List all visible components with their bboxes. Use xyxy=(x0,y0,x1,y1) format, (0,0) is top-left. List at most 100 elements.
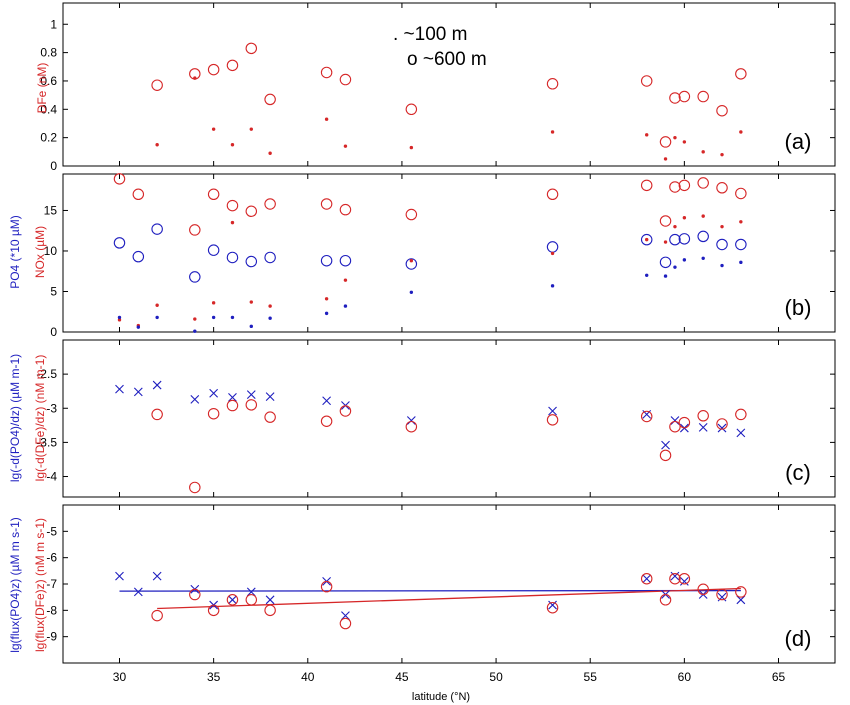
circle-point-red xyxy=(716,104,728,117)
circle-point-red xyxy=(245,399,258,411)
x-tick-label: 55 xyxy=(584,670,598,684)
circle-point-blue xyxy=(640,233,653,246)
dot-point-red xyxy=(211,127,216,131)
circle-point-red xyxy=(678,179,691,192)
dot-point-red xyxy=(739,220,743,224)
x-tick-label: 50 xyxy=(489,670,503,684)
dot-point-red xyxy=(211,301,216,305)
dot-point-red xyxy=(673,224,677,229)
x-point-blue xyxy=(228,595,237,605)
legend-line-100m: . ~100 m xyxy=(393,24,467,45)
circle-point-red xyxy=(226,399,239,412)
circle-point-red xyxy=(207,63,220,76)
y-tick-label: 0 xyxy=(50,325,57,339)
circle-point-red xyxy=(226,594,239,606)
circle-point-red xyxy=(640,75,653,87)
panel-d-ylabel-red: lg(flux(DFe)z) (nM m s-1) xyxy=(33,518,47,652)
circle-point-red xyxy=(320,580,333,593)
circle-point-red xyxy=(113,173,126,185)
x-tick-label: 60 xyxy=(678,670,692,684)
circle-point-blue xyxy=(320,254,333,267)
x-point-blue xyxy=(133,587,143,597)
panel-d-tag: (d) xyxy=(785,626,812,651)
circle-point-red xyxy=(207,188,220,201)
circle-point-red xyxy=(669,572,681,585)
panel-a-ylabel: DFe (nM) xyxy=(35,63,49,114)
dot-point-blue xyxy=(645,273,649,277)
circle-point-red xyxy=(716,418,728,430)
y-tick-label: 0 xyxy=(50,159,57,173)
dot-point-red xyxy=(550,251,555,256)
x-point-blue xyxy=(670,571,680,581)
dot-point-red xyxy=(673,135,677,140)
x-point-blue xyxy=(406,416,416,425)
circle-point-red xyxy=(207,407,220,420)
panel-d: -9 -8 -7 -6 -5 (d) xyxy=(46,504,836,664)
circle-point-red xyxy=(151,408,163,421)
panel-d-frame xyxy=(62,504,836,664)
x-axis-label: latitude (°N) xyxy=(412,691,470,703)
dot-point-red xyxy=(682,216,687,220)
circle-point-blue xyxy=(151,223,163,235)
panel-c-ylabel-red: lg(-d(DFe)/dz) (nM m-1) xyxy=(33,355,47,482)
circle-point-red xyxy=(207,604,220,617)
dot-point-blue xyxy=(193,329,197,333)
circle-point-red xyxy=(697,90,709,103)
circle-point-red xyxy=(678,416,691,429)
dot-point-red xyxy=(230,220,235,225)
circle-point-red xyxy=(697,583,709,596)
circle-point-red xyxy=(546,601,559,614)
circle-point-blue xyxy=(245,255,258,268)
x-tick-label: 45 xyxy=(395,670,409,684)
panel-a-frame xyxy=(62,2,836,167)
dot-point-red xyxy=(324,297,329,301)
dot-point-red xyxy=(324,117,329,121)
circle-point-blue xyxy=(132,250,145,263)
panel-c-frame xyxy=(62,339,836,498)
x-point-blue xyxy=(679,576,689,586)
circle-point-red xyxy=(339,617,352,630)
circle-point-red xyxy=(659,215,672,227)
x-point-blue xyxy=(265,392,275,402)
dot-point-red xyxy=(701,214,705,218)
x-point-blue xyxy=(670,416,680,425)
x-point-blue xyxy=(115,571,124,581)
dot-point-red xyxy=(739,130,743,134)
fit-line-blue xyxy=(119,589,741,592)
x-point-blue xyxy=(341,611,350,620)
dot-point-red xyxy=(701,150,705,154)
dot-point-red xyxy=(117,318,122,322)
circle-point-red xyxy=(226,199,239,212)
circle-point-red xyxy=(546,414,559,426)
circle-point-red xyxy=(189,588,201,601)
y-tick-label: -7 xyxy=(46,577,57,591)
circle-point-blue xyxy=(264,251,276,264)
dot-point-red xyxy=(249,300,253,304)
circle-point-red xyxy=(405,208,418,221)
circle-point-red xyxy=(546,188,559,201)
circle-point-red xyxy=(735,586,747,598)
dot-point-red xyxy=(193,317,197,321)
y-tick-label: 0.6 xyxy=(40,74,57,88)
x-tick-label: 30 xyxy=(113,670,127,684)
circle-point-blue xyxy=(697,230,709,243)
x-tick-label: 40 xyxy=(301,670,315,684)
dot-point-blue xyxy=(230,315,235,320)
x-point-blue xyxy=(246,587,256,597)
circle-point-red xyxy=(226,59,239,72)
y-tick-label: -6 xyxy=(46,551,57,565)
dot-point-blue xyxy=(739,260,743,265)
circle-point-red xyxy=(264,198,276,210)
dot-point-red xyxy=(268,151,272,155)
circle-point-blue xyxy=(207,244,220,256)
x-point-blue xyxy=(717,592,727,602)
dot-point-red xyxy=(343,144,348,148)
y-tick-label: 0.2 xyxy=(40,131,57,145)
dot-point-red xyxy=(193,76,197,80)
x-point-blue xyxy=(209,388,219,398)
dot-point-blue xyxy=(324,311,329,316)
circle-point-red xyxy=(320,415,333,427)
panel-c: -4 -3.5 -3 -2.5 (c) xyxy=(36,339,836,498)
x-tick-label: 65 xyxy=(772,670,786,684)
circle-point-blue xyxy=(546,241,559,253)
